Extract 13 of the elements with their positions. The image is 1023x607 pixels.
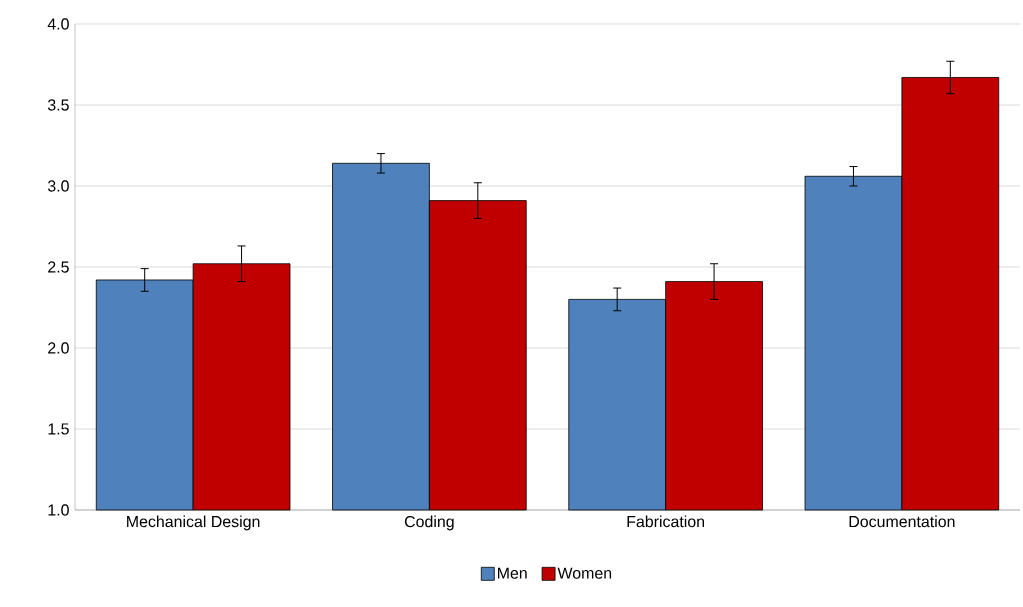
y-tick-label: 1.5 — [48, 423, 69, 435]
y-tick-label: 1.0 — [48, 504, 69, 516]
y-tick-label: 3.5 — [47, 99, 69, 111]
y-tick-label: 2.5 — [48, 261, 69, 273]
y-tick-label: 3.0 — [47, 180, 69, 192]
y-tick-label: 4.0 — [47, 18, 69, 30]
y-tick-label: 2.0 — [48, 342, 69, 354]
x-tick-label: Documentation — [849, 515, 955, 528]
legend-label: Women — [557, 567, 612, 579]
legend-label: Men — [498, 567, 527, 579]
x-tick-label: Mechanical Design — [127, 515, 260, 531]
x-tick-label: Fabrication — [627, 515, 705, 528]
x-tick-label: Coding — [404, 515, 454, 531]
